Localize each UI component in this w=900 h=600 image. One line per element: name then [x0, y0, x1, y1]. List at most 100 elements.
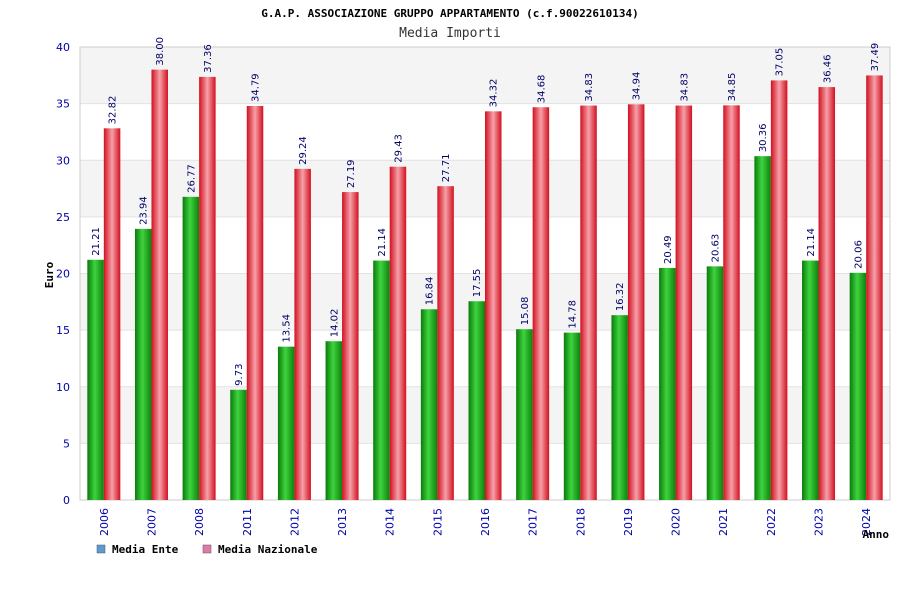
bar-media-ente-2012: [277, 346, 295, 500]
data-label: 27.71: [441, 154, 452, 183]
data-label: 30.36: [758, 124, 769, 153]
bar-media-ente-2024: [849, 272, 867, 500]
y-tick-label: 25: [56, 211, 70, 224]
x-tick-label: 2024: [860, 508, 873, 536]
chart-subtitle: Media Importi: [399, 26, 501, 41]
y-tick-label: 35: [56, 98, 70, 111]
y-tick-label: 30: [56, 154, 70, 167]
y-tick-label: 20: [56, 268, 70, 281]
data-label: 34.79: [251, 73, 262, 102]
data-label: 26.77: [186, 164, 197, 193]
bar-media-nazionale-2013: [342, 192, 359, 501]
bar-media-nazionale-2015: [437, 186, 454, 500]
bar-media-nazionale-2006: [103, 128, 121, 500]
data-label: 14.02: [329, 309, 340, 338]
data-label: 34.83: [679, 73, 690, 102]
x-tick-label: 2020: [670, 508, 683, 536]
data-label: 38.00: [155, 37, 166, 66]
bar-media-ente-2014: [373, 260, 390, 500]
data-label: 16.84: [425, 277, 436, 306]
x-tick-label: 2019: [622, 508, 635, 536]
x-tick-label: 2006: [98, 508, 111, 536]
y-tick-label: 40: [56, 41, 70, 54]
data-label: 20.49: [663, 235, 674, 264]
legend-label: Media Ente: [112, 543, 179, 556]
bar-media-ente-2023: [802, 260, 819, 500]
bar-media-ente-2015: [420, 309, 438, 500]
bar-media-nazionale-2023: [818, 87, 836, 500]
data-label: 36.46: [822, 54, 833, 83]
data-label: 20.06: [853, 240, 864, 269]
x-tick-label: 2015: [431, 508, 444, 536]
data-label: 23.94: [139, 196, 150, 225]
bar-media-nazionale-2017: [532, 107, 550, 501]
x-tick-label: 2023: [813, 508, 826, 536]
data-label: 9.73: [234, 364, 245, 386]
bar-media-ente-2008: [182, 196, 200, 500]
y-tick-label: 10: [56, 381, 70, 394]
data-label: 15.08: [520, 297, 531, 326]
bar-media-nazionale-2024: [866, 75, 883, 500]
data-label: 37.05: [775, 48, 786, 77]
bars: [87, 69, 883, 501]
x-tick-label: 2018: [574, 508, 587, 536]
bar-media-nazionale-2021: [723, 105, 740, 500]
data-label: 34.68: [536, 75, 547, 104]
x-tick-label: 2016: [479, 508, 492, 536]
x-tick-label: 2014: [384, 508, 397, 536]
bar-media-nazionale-2018: [580, 105, 597, 501]
bar-media-nazionale-2008: [199, 76, 216, 500]
legend-swatch: [96, 544, 106, 554]
x-tick-label: 2011: [241, 508, 254, 536]
bar-media-nazionale-2014: [389, 166, 407, 500]
y-axis: 0 5 10 15 20 25 30 35 40: [56, 41, 70, 507]
bar-media-ente-2021: [706, 266, 724, 500]
x-tick-label: 2012: [288, 508, 301, 536]
data-label: 21.14: [377, 228, 388, 257]
legend: Media Ente Media Nazionale: [96, 543, 318, 556]
legend-item-media-nazionale[interactable]: Media Nazionale: [202, 543, 318, 556]
data-label: 27.19: [346, 159, 357, 188]
y-tick-label: 15: [56, 324, 70, 337]
x-tick-label: 2007: [145, 508, 158, 536]
bar-media-ente-2011: [230, 389, 247, 500]
bar-media-nazionale-2007: [151, 69, 168, 501]
bar-media-ente-2020: [659, 267, 676, 500]
x-tick-label: 2022: [765, 508, 778, 536]
bar-media-nazionale-2020: [675, 105, 693, 501]
x-axis-label: Anno: [863, 528, 890, 541]
data-label: 13.54: [282, 314, 293, 343]
bar-media-ente-2007: [134, 228, 152, 500]
legend-item-media-ente[interactable]: Media Ente: [96, 543, 179, 556]
x-tick-label: 2017: [527, 508, 540, 536]
data-label: 37.36: [203, 44, 214, 73]
data-label: 32.82: [108, 96, 119, 125]
data-label: 34.94: [632, 72, 643, 101]
x-axis: 2006 2007 2008 2011 2012 2013 2014 2015 2016 2017…: [98, 508, 873, 536]
bar-media-ente-2018: [563, 332, 581, 500]
data-label: 34.32: [489, 79, 500, 108]
y-tick-label: 0: [63, 494, 70, 507]
bar-media-nazionale-2019: [627, 104, 645, 500]
legend-label: Media Nazionale: [218, 543, 318, 556]
data-label: 14.78: [568, 300, 579, 329]
bar-media-nazionale-2016: [485, 111, 502, 501]
data-labels: 21.21 32.82 23.94 38.00 26.77 37.36 9.73 34.79 1…: [91, 37, 881, 386]
data-label: 21.14: [806, 228, 817, 257]
x-tick-label: 2013: [336, 508, 349, 536]
data-label: 34.85: [727, 73, 738, 102]
bar-media-ente-2019: [611, 315, 628, 500]
bar-media-ente-2013: [325, 341, 343, 500]
data-label: 34.83: [584, 73, 595, 102]
data-label: 20.63: [710, 234, 721, 263]
bar-media-nazionale-2012: [294, 168, 311, 500]
bar-media-ente-2006: [87, 259, 104, 500]
bar-media-ente-2016: [468, 301, 485, 500]
legend-swatch: [202, 544, 212, 554]
bar-media-nazionale-2022: [770, 80, 788, 500]
y-axis-label: Euro: [43, 261, 56, 288]
x-tick-label: 2021: [717, 508, 730, 536]
data-label: 21.21: [91, 227, 102, 256]
chart-title: G.A.P. ASSOCIAZIONE GRUPPO APPARTAMENTO …: [261, 7, 639, 20]
